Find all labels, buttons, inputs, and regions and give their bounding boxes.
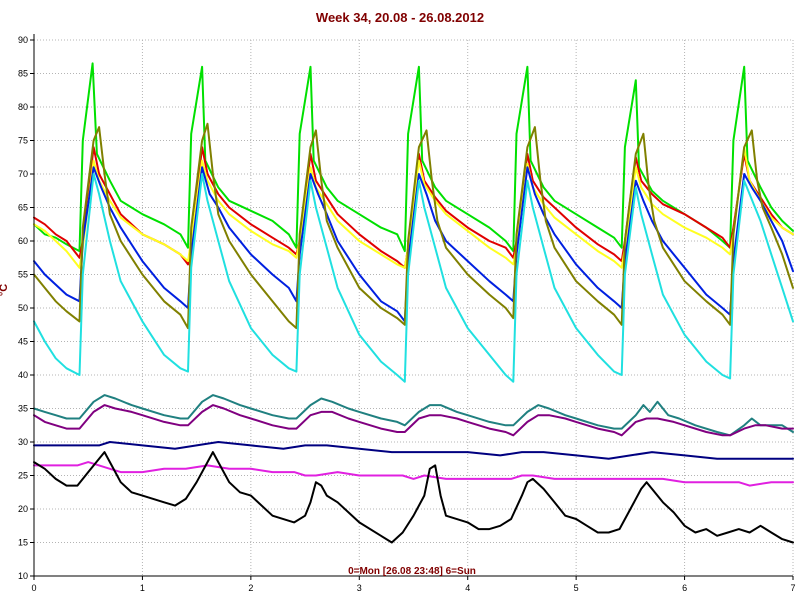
x-axis-caption: 0=Mon [26.08 23:48] 6=Sun: [348, 566, 476, 577]
y-tick-label: 25: [18, 471, 28, 481]
y-tick-label: 45: [18, 337, 28, 347]
series-line-10: [33, 461, 794, 487]
x-tick-label: 5: [574, 583, 579, 593]
y-tick-label: 10: [18, 571, 28, 581]
y-tick-label: 65: [18, 203, 28, 213]
series-line-11: [33, 451, 794, 544]
series-line-8: [33, 404, 794, 437]
y-tick-label: 15: [18, 538, 28, 548]
y-tick-label: 90: [18, 35, 28, 45]
gridlines: [33, 39, 794, 577]
y-tick-label: 50: [18, 303, 28, 313]
y-axis-label: °C: [0, 284, 10, 296]
series-line-7: [33, 394, 794, 437]
x-tick-label: 2: [248, 583, 253, 593]
x-tick-label: 7: [790, 583, 795, 593]
y-tick-label: 20: [18, 504, 28, 514]
x-tick-label: 3: [357, 583, 362, 593]
y-tick-label: 35: [18, 404, 28, 414]
series-line-1: [33, 62, 794, 253]
chart-title: Week 34, 20.08 - 26.08.2012: [316, 10, 484, 25]
y-tick-label: 60: [18, 236, 28, 246]
y-tick-label: 85: [18, 69, 28, 79]
y-tick-label: 30: [18, 437, 28, 447]
y-tick-label: 75: [18, 136, 28, 146]
x-tick-label: 1: [140, 583, 145, 593]
series-lines: [33, 62, 794, 544]
series-line-3: [33, 146, 794, 269]
x-tick-label: 4: [465, 583, 470, 593]
series-line-6: [33, 173, 794, 383]
y-tick-label: 40: [18, 370, 28, 380]
y-tick-label: 80: [18, 102, 28, 112]
y-tick-label: 55: [18, 270, 28, 280]
x-tick-label: 6: [682, 583, 687, 593]
y-tick-label: 70: [18, 169, 28, 179]
series-line-4: [33, 166, 794, 323]
series-line-5: [33, 122, 794, 330]
series-line-9: [33, 441, 794, 460]
x-tick-label: 0: [31, 583, 36, 593]
